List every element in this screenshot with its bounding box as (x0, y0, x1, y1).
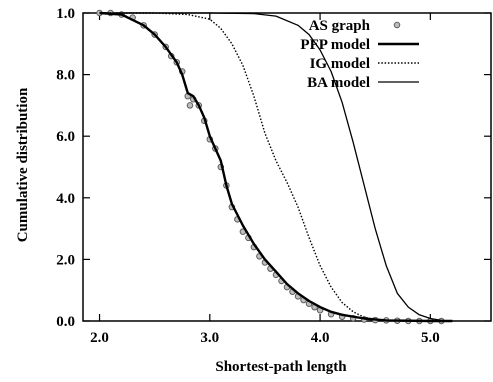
axis-ticks: 2.0 3.0 4.0 5.0 0.0 2.0 4.0 6.0 8.0 1.0 (56, 6, 491, 346)
ba-model-line (99, 12, 453, 322)
legend: AS graph PFP model IG model BA model (300, 18, 419, 91)
y-tick-label: 0.0 (56, 314, 75, 330)
ig-model-line (99, 12, 409, 322)
legend-label-as-graph: AS graph (309, 18, 371, 34)
x-tick-label: 5.0 (421, 330, 440, 346)
x-axis-label: Shortest-path length (215, 359, 347, 375)
legend-marker-as-graph (393, 21, 401, 29)
series-layer (96, 9, 453, 325)
x-tick-label: 4.0 (311, 330, 330, 346)
legend-label-ig-model: IG model (310, 56, 370, 72)
as-graph-point (186, 102, 194, 109)
legend-label-ba-model: BA model (307, 75, 370, 91)
y-axis-label: Cumulative distribution (15, 87, 31, 242)
y-tick-label: 4.0 (56, 191, 75, 207)
plot-border (82, 12, 492, 322)
pfp-model-line (99, 11, 453, 323)
y-tick-label: 2.0 (56, 252, 75, 268)
x-tick-label: 3.0 (200, 330, 219, 346)
y-tick-label: 8.0 (56, 68, 75, 84)
y-tick-label: 6.0 (56, 129, 75, 145)
legend-label-pfp-model: PFP model (300, 37, 370, 53)
plot-frame (82, 12, 492, 322)
x-tick-label: 2.0 (90, 330, 109, 346)
y-tick-label: 1.0 (56, 6, 75, 22)
